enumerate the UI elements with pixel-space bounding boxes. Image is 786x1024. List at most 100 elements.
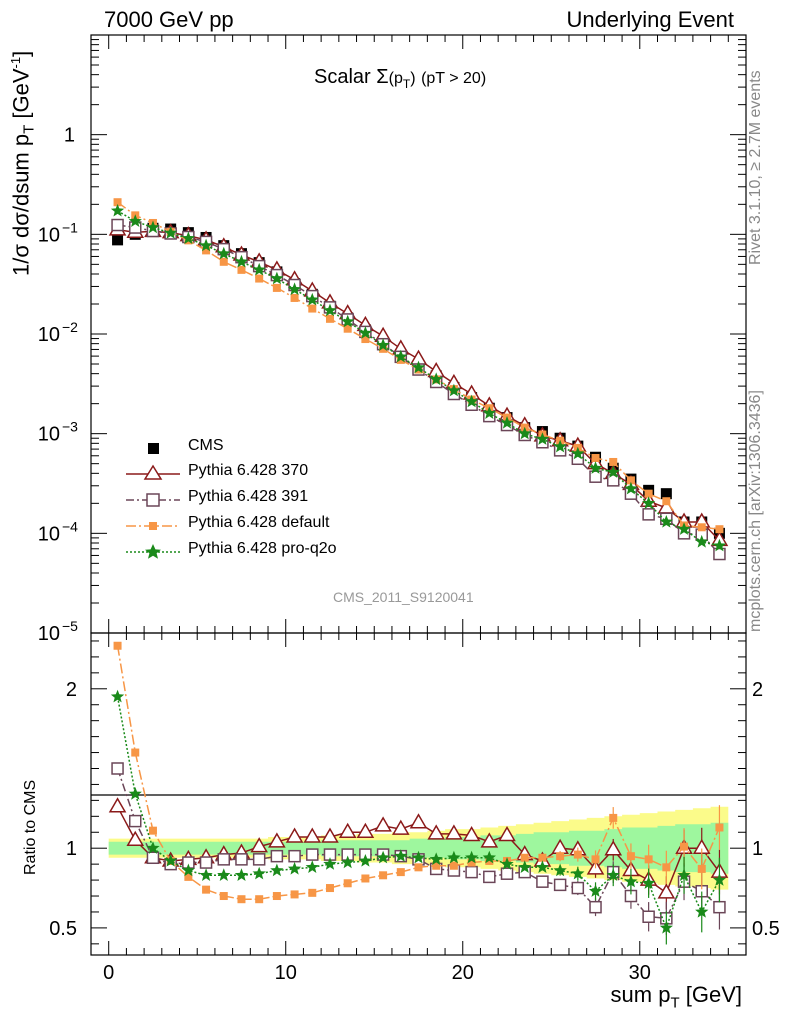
ratio-point-p370 [250, 837, 268, 853]
x-tick-label: 20 [452, 962, 474, 984]
ratio-point-pdef [556, 852, 565, 861]
series-pq2o [110, 203, 727, 552]
y-tick-label: 10 [38, 623, 60, 645]
ratio-point-pq2o [606, 868, 620, 881]
ratio-point-p370 [126, 830, 145, 846]
point-pq2o [712, 538, 727, 552]
point-pdef [255, 274, 264, 283]
point-pdef [113, 198, 122, 207]
ratio-point-pq2o [447, 850, 461, 864]
legend-swatch-p391 [126, 493, 180, 507]
point-pdef [626, 476, 635, 485]
ratio-point-p370 [480, 832, 499, 848]
ratio-point-p391 [306, 848, 319, 861]
ratio-point-p370 [374, 816, 392, 832]
point-pq2o [341, 314, 355, 328]
ratio-point-pdef [626, 852, 635, 861]
ratio-point-pdef [680, 842, 689, 851]
ratio-y-tick-label-right: 0.5 [752, 918, 780, 940]
ratio-point-pq2o [659, 920, 673, 934]
legend-label-pdef: Pythia 6.428 default [188, 514, 330, 531]
ratio-point-pq2o [677, 868, 691, 881]
ratio-point-pq2o [500, 857, 514, 870]
ratio-point-pdef [272, 892, 281, 901]
point-pq2o [553, 439, 567, 453]
point-pdef [237, 265, 246, 274]
point-pq2o [588, 461, 603, 474]
point-pdef [644, 489, 653, 498]
ratio-point-pdef [219, 892, 228, 901]
ratio-series-pq2o [110, 689, 727, 945]
ratio-point-pq2o [164, 854, 178, 867]
ratio-point-pdef [697, 864, 706, 873]
ratio-point-p391 [500, 867, 514, 880]
ratio-point-pq2o [642, 876, 656, 889]
ratio-point-pdef [255, 895, 264, 904]
point-pq2o [217, 246, 231, 260]
ratio-point-p370 [445, 824, 463, 840]
point-pdef [308, 304, 317, 313]
ratio-point-pq2o [341, 855, 355, 869]
point-pdef [361, 335, 370, 344]
ratio-point-pdef [113, 641, 122, 650]
ratio-point-pq2o [358, 854, 372, 867]
rivet-version-label: Rivet 3.1.10, ≥ 2.7M events [747, 70, 764, 265]
ratio-y-tick-label: 2 [66, 679, 77, 701]
point-pdef [662, 497, 671, 506]
ratio-point-pq2o [252, 866, 266, 880]
point-pq2o [411, 360, 426, 374]
point-pq2o [146, 220, 160, 234]
ratio-point-pq2o [429, 852, 443, 865]
ratio-point-pq2o [287, 861, 302, 875]
legend-swatch-pq2o [126, 544, 180, 559]
axis-ticks [91, 35, 746, 955]
ratio-point-p391 [199, 856, 213, 869]
y-tick-label: 10 [38, 324, 60, 346]
point-p391 [642, 508, 655, 521]
ratio-frame [90, 632, 747, 956]
ratio-point-pdef [379, 871, 388, 880]
point-pdef [379, 344, 388, 353]
point-pq2o [252, 262, 266, 276]
x-tick-label: 0 [103, 962, 114, 984]
header-right: Underlying Event [566, 7, 734, 32]
point-pq2o [128, 214, 142, 227]
ratio-point-p370 [356, 822, 375, 839]
ratio-point-p391 [288, 849, 301, 863]
ratio-point-pq2o [181, 863, 195, 877]
legend-item-p370: Pythia 6.428 370 [118, 461, 378, 487]
ratio-point-pdef [609, 813, 618, 822]
ratio-point-p370 [285, 827, 304, 843]
ratio-point-pq2o [695, 905, 709, 918]
ratio-point-p391 [536, 875, 549, 888]
point-pq2o [234, 254, 249, 268]
ratio-y-tick-label: 0.5 [49, 918, 77, 940]
x-tick-label: 10 [275, 962, 297, 984]
point-p391 [713, 547, 726, 561]
ratio-point-pdef [715, 823, 724, 832]
point-pq2o [500, 416, 514, 429]
point-pq2o [695, 534, 709, 548]
ratio-point-pq2o [553, 863, 567, 877]
ratio-point-p370 [498, 825, 516, 842]
ratio-point-p370 [303, 827, 322, 843]
legend-item-pq2o: Pythia 6.428 pro-q2o [118, 539, 378, 565]
ratio-point-pdef [202, 885, 211, 894]
ratio-point-p370 [409, 813, 428, 829]
point-pq2o [164, 226, 178, 239]
ratio-point-p391 [111, 762, 124, 775]
y-tick-label: 1 [64, 125, 75, 147]
x-axis-title: sum pT [GeV] [610, 982, 742, 1012]
point-pdef [202, 246, 211, 255]
header-left: 7000 GeV pp [104, 7, 234, 32]
legend-item-cms: CMS [118, 436, 378, 462]
ratio-point-pdef [131, 748, 140, 757]
ratio-point-p370 [391, 819, 410, 835]
x-tick-label: 30 [629, 962, 651, 984]
ratio-point-pdef [662, 863, 671, 872]
y-tick-label: 10 [38, 424, 60, 446]
point-pq2o [323, 303, 337, 317]
y-tick-label: 10 [38, 523, 60, 545]
ratio-point-pq2o [482, 850, 496, 864]
ratio-point-p391 [217, 853, 231, 866]
